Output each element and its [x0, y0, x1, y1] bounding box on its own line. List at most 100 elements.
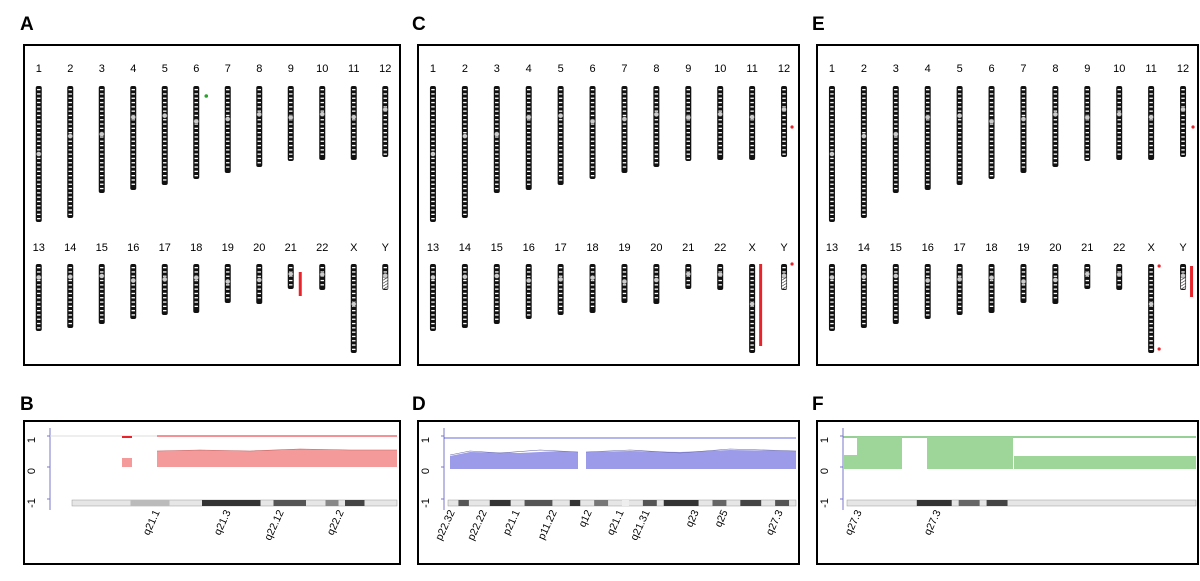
chromosome-label-10: 10 [316, 63, 328, 75]
centromere-13 [829, 274, 835, 281]
centromere-14 [67, 274, 73, 280]
panel-letter-f: F [812, 394, 824, 415]
centromere-5 [956, 113, 963, 119]
centromere-2 [861, 133, 867, 139]
centromere-Y [1180, 273, 1186, 279]
gain-fill-f-1 [857, 437, 902, 469]
centromere-16 [925, 277, 931, 284]
centromere-15 [494, 273, 500, 279]
chromosome-label-14: 14 [64, 242, 76, 254]
y-tick-d-2: -1 [420, 498, 432, 508]
ideogram-band-d-9 [740, 500, 762, 506]
chromosome-label-X: X [1147, 242, 1155, 254]
chromosome-label-9: 9 [685, 63, 691, 75]
centromere-X [749, 301, 755, 307]
centromere-4 [526, 114, 532, 120]
chromosome-X [350, 264, 357, 353]
chromosome-label-10: 10 [714, 63, 726, 75]
chromosome-label-1: 1 [430, 63, 436, 75]
marker-chr12 [1191, 125, 1195, 129]
y-tick-b-0: 1 [26, 437, 38, 443]
y-tick-b-1: 0 [26, 468, 38, 474]
gain-bar-chrX [759, 264, 763, 346]
chromosome-label-22: 22 [316, 242, 328, 254]
chromosome-label-7: 7 [225, 63, 231, 75]
centromere-10 [319, 111, 325, 117]
chromosome-10 [717, 86, 724, 160]
chromosome-4 [924, 86, 931, 190]
chromosome-label-9: 9 [288, 63, 294, 75]
centromere-19 [621, 278, 628, 285]
centromere-21 [685, 271, 691, 277]
centromere-19 [225, 278, 231, 285]
centromere-4 [925, 114, 931, 120]
chromosome-5 [956, 86, 963, 185]
chromosome-label-7: 7 [1020, 63, 1026, 75]
centromere-8 [1052, 111, 1059, 117]
chromosome-label-13: 13 [427, 242, 439, 254]
chromosome-label-18: 18 [985, 242, 997, 254]
band-label-d-4: q12 [576, 508, 594, 529]
y-tick-b-2: -1 [26, 498, 38, 508]
gain-fill-b [157, 449, 397, 467]
centromere-6 [589, 118, 596, 124]
chromosome-11 [749, 86, 756, 160]
centromere-22 [319, 271, 325, 278]
chromosome-label-4: 4 [130, 63, 136, 75]
centromere-17 [956, 276, 963, 282]
ideogram-band-d-6 [642, 500, 657, 506]
chromosome-label-15: 15 [96, 242, 108, 254]
band-label-f-1: q27.3 [922, 508, 944, 537]
gain-fill-d-left [450, 451, 578, 469]
band-label-d-1: p22.22 [465, 508, 490, 542]
ideogram-band-f-1 [958, 500, 980, 506]
ideogram-band-d-10 [775, 500, 790, 506]
chromosome-label-Y: Y [780, 242, 788, 254]
centromere-17 [162, 276, 168, 282]
chromosome-label-1: 1 [829, 63, 835, 75]
ideogram-band-b-2 [273, 500, 306, 506]
chromosome-3 [892, 86, 899, 193]
chromosome-label-20: 20 [1049, 242, 1061, 254]
panel-letter-d: D [412, 394, 426, 415]
centromere-11 [351, 114, 357, 120]
karyogram-c [429, 86, 788, 353]
centromere-15 [893, 273, 899, 279]
chromosome-label-3: 3 [494, 63, 500, 75]
band-label-d-9: q27.3 [764, 508, 786, 537]
chromosome-14 [67, 264, 74, 328]
centromere-2 [462, 133, 468, 139]
chromosome-label-7: 7 [621, 63, 627, 75]
centromere-18 [589, 275, 596, 281]
chromosome-label-12: 12 [778, 63, 790, 75]
band-label-f-0: q27.3 [843, 508, 865, 537]
band-label-d-8: q25 [712, 508, 730, 529]
ideogram-f [846, 499, 1197, 507]
copy-number-plot-d [417, 420, 800, 565]
band-label-d-7: q23 [683, 508, 701, 529]
centromere-5 [557, 113, 564, 119]
chromosome-11 [350, 86, 357, 160]
band-label-d-6: q21.31 [628, 508, 653, 542]
band-label-d-3: p11.22 [536, 508, 560, 542]
panel-letter-b: B [20, 394, 34, 415]
band-label-d-0: p22.32 [433, 508, 458, 542]
chromosome-3 [98, 86, 105, 193]
centromere-9 [288, 114, 294, 121]
centromere-8 [256, 111, 262, 117]
centromere-6 [193, 118, 199, 124]
chromosome-4 [130, 86, 137, 190]
chromosome-label-19: 19 [222, 242, 234, 254]
ideogram-band-f-0 [916, 500, 952, 506]
chromosome-label-2: 2 [462, 63, 468, 75]
centromere-18 [193, 275, 199, 281]
centromere-Y [781, 273, 787, 279]
centromere-14 [462, 274, 468, 280]
chromosome-label-13: 13 [826, 242, 838, 254]
gain-fill-small-b [122, 458, 132, 467]
chromosome-label-18: 18 [190, 242, 202, 254]
karyogram-panel-c [417, 44, 800, 366]
band-label-b-0: q21.1 [141, 508, 163, 537]
centromere-Y [382, 273, 388, 279]
